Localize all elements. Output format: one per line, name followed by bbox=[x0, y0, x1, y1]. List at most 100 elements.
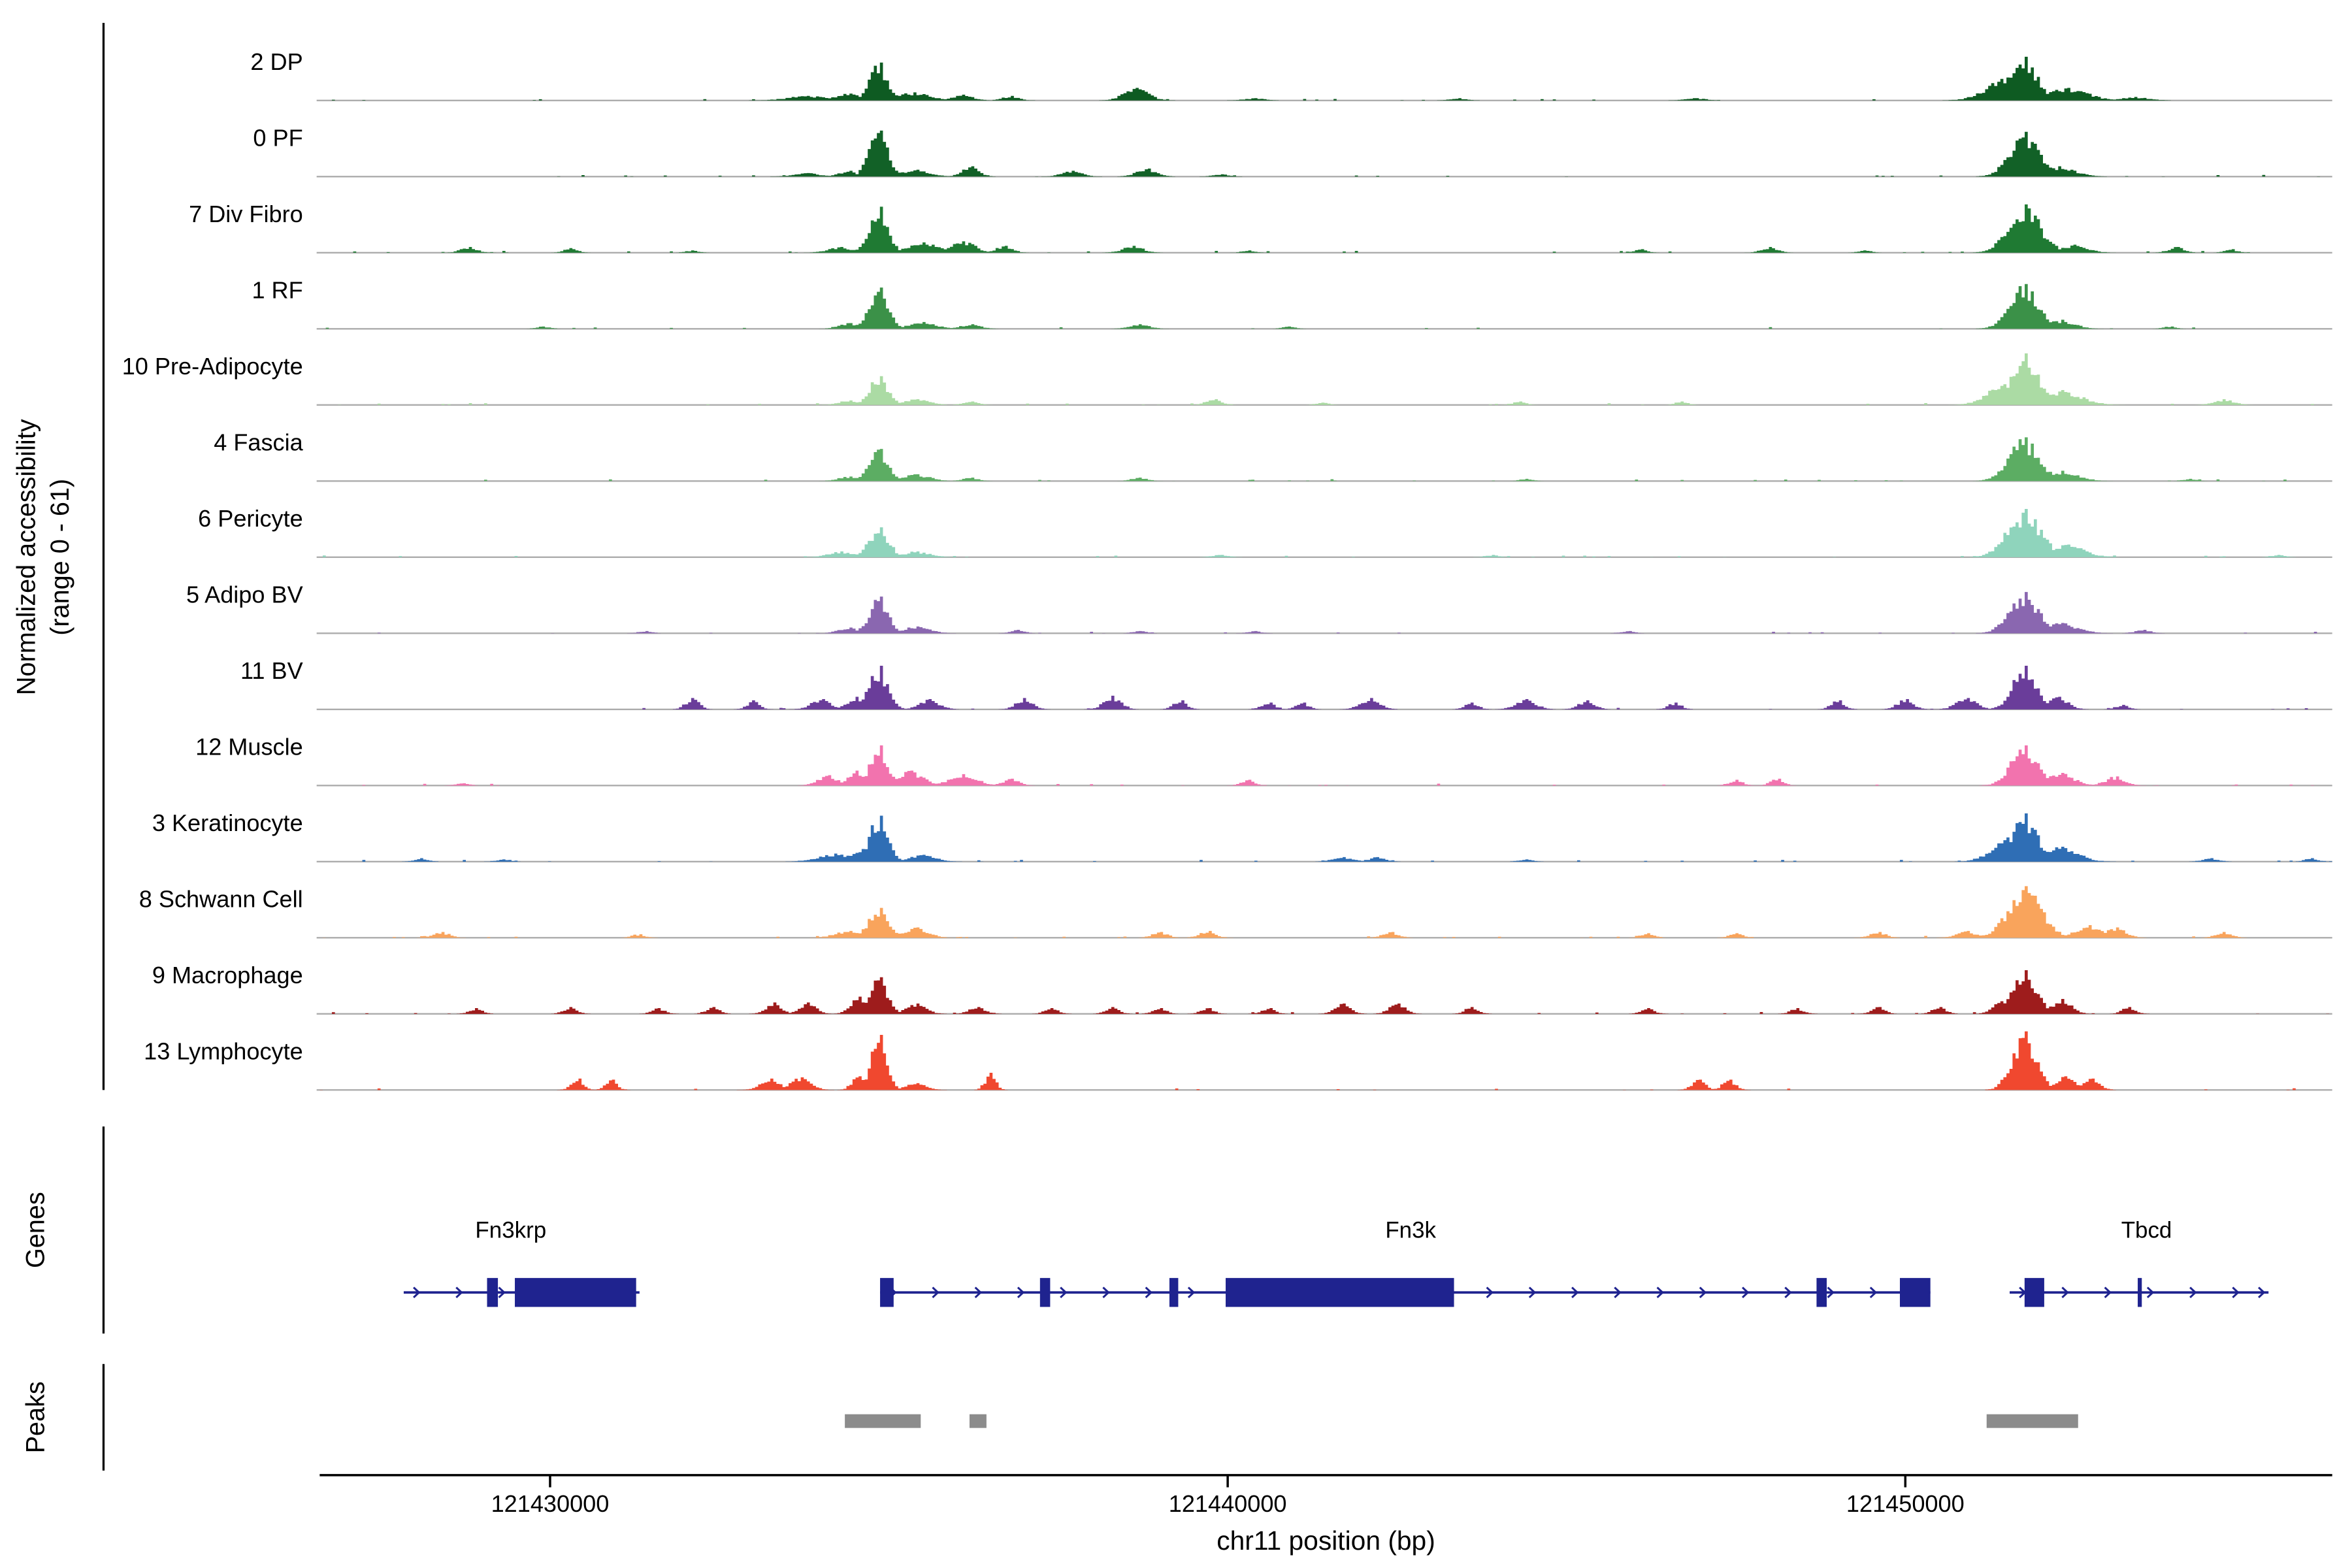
genes-layer: Fn3krp Fn3k Tbcd bbox=[403, 1217, 2269, 1307]
exon bbox=[487, 1278, 498, 1307]
signal-track: 11 BV bbox=[240, 657, 2332, 710]
signal-track: 10 Pre-Adipocyte bbox=[122, 353, 2332, 406]
track-label: 11 BV bbox=[240, 657, 303, 684]
exon bbox=[1226, 1278, 1454, 1307]
exon bbox=[1039, 1278, 1051, 1307]
signal-area bbox=[319, 813, 2332, 862]
signal-area bbox=[319, 665, 2332, 710]
x-tick-label: 121440000 bbox=[1169, 1490, 1287, 1517]
exon bbox=[880, 1278, 894, 1307]
x-tick-label: 121430000 bbox=[491, 1490, 610, 1517]
gene-fn3krp: Fn3krp bbox=[403, 1217, 640, 1307]
gene-label: Fn3krp bbox=[475, 1217, 546, 1243]
track-label: 7 Div Fibro bbox=[189, 201, 303, 227]
signal-area bbox=[319, 204, 2332, 253]
strand-arrow-icon bbox=[1060, 1286, 1068, 1299]
strand-arrow-icon bbox=[1614, 1286, 1622, 1299]
strand-arrow-icon bbox=[1699, 1286, 1707, 1299]
strand-arrow-icon bbox=[1102, 1286, 1110, 1299]
signal-area bbox=[319, 745, 2332, 786]
peaks-section-label: Peaks bbox=[22, 1381, 50, 1453]
track-label: 9 Macrophage bbox=[152, 962, 303, 988]
strand-arrow-icon bbox=[2061, 1286, 2069, 1299]
strand-arrow-icon bbox=[1187, 1286, 1196, 1299]
signal-track: 6 Pericyte bbox=[198, 505, 2332, 558]
track-label: 1 RF bbox=[252, 277, 302, 304]
gene-label: Tbcd bbox=[2121, 1217, 2172, 1243]
track-label: 10 Pre-Adipocyte bbox=[122, 353, 303, 380]
x-axis-layer: 121430000 121440000 121450000 bbox=[319, 1474, 2332, 1517]
signal-track: 4 Fascia bbox=[214, 429, 2332, 482]
strand-arrow-icon bbox=[1742, 1286, 1750, 1299]
exon bbox=[2024, 1278, 2044, 1307]
strand-arrow-icon bbox=[932, 1286, 939, 1299]
track-label: 13 Lymphocyte bbox=[144, 1038, 303, 1065]
gene-label: Fn3k bbox=[1385, 1217, 1436, 1243]
strand-arrow-icon bbox=[1145, 1286, 1153, 1299]
x-tick-label: 121450000 bbox=[1846, 1490, 1965, 1517]
strand-arrow-icon bbox=[455, 1286, 463, 1299]
signal-track: 13 Lymphocyte bbox=[144, 1031, 2332, 1091]
exon bbox=[1169, 1278, 1179, 1307]
exon bbox=[1899, 1278, 1931, 1307]
signal-area bbox=[319, 970, 2332, 1014]
tracks-layer: 2 DP 0 PF 7 Div Fibro 1 RF 10 Pre-Adipocyte 4… bbox=[122, 48, 2332, 1091]
peak-region bbox=[1986, 1414, 2078, 1428]
strand-arrow-icon bbox=[1869, 1286, 1878, 1299]
track-label: 0 PF bbox=[253, 125, 302, 152]
peak-region bbox=[969, 1414, 987, 1428]
x-axis-title: chr11 position (bp) bbox=[1217, 1526, 1435, 1556]
gene-tbcd: Tbcd bbox=[2010, 1217, 2269, 1307]
strand-arrow-icon bbox=[2104, 1286, 2112, 1299]
strand-arrow-icon bbox=[1784, 1286, 1792, 1299]
track-label: 2 DP bbox=[250, 48, 302, 75]
signal-track: 2 DP bbox=[250, 48, 2332, 101]
track-label: 8 Schwann Cell bbox=[139, 886, 303, 913]
signal-track: 12 Muscle bbox=[195, 734, 2332, 787]
strand-arrow-icon bbox=[1528, 1286, 1537, 1299]
track-label: 5 Adipo BV bbox=[186, 581, 303, 608]
signal-area bbox=[319, 592, 2332, 634]
exon bbox=[515, 1278, 636, 1307]
strand-arrow-icon bbox=[2232, 1286, 2240, 1299]
exon bbox=[1816, 1278, 1827, 1307]
signal-area bbox=[319, 353, 2332, 405]
signal-area bbox=[319, 130, 2332, 177]
genes-section-label: Genes bbox=[22, 1192, 50, 1268]
signal-track: 3 Keratinocyte bbox=[152, 809, 2332, 862]
peaks-layer bbox=[845, 1414, 2078, 1428]
signal-area bbox=[319, 284, 2332, 329]
peak-region bbox=[845, 1414, 921, 1428]
strand-arrow-icon bbox=[498, 1286, 506, 1299]
signal-area bbox=[319, 508, 2332, 557]
signal-track: 7 Div Fibro bbox=[189, 201, 2332, 253]
y-axis-range-label: (range 0 - 61) bbox=[46, 479, 74, 636]
track-label: 12 Muscle bbox=[195, 734, 303, 760]
strand-arrow-icon bbox=[974, 1286, 983, 1299]
strand-arrow-icon bbox=[2258, 1286, 2266, 1299]
signal-area bbox=[319, 1031, 2332, 1090]
signal-track: 8 Schwann Cell bbox=[139, 886, 2332, 939]
strand-arrow-icon bbox=[413, 1286, 421, 1299]
signal-track: 0 PF bbox=[253, 125, 2332, 178]
signal-track: 9 Macrophage bbox=[152, 962, 2332, 1015]
signal-track: 1 RF bbox=[252, 277, 2332, 330]
exon bbox=[2138, 1278, 2142, 1307]
signal-area bbox=[319, 886, 2332, 938]
strand-arrow-icon bbox=[1017, 1286, 1025, 1299]
signal-area bbox=[319, 437, 2332, 482]
y-axis-label: Normalized accessibility bbox=[12, 419, 41, 695]
gene-fn3k: Fn3k bbox=[880, 1217, 1931, 1307]
strand-arrow-icon bbox=[1827, 1286, 1835, 1299]
signal-track: 5 Adipo BV bbox=[186, 581, 2332, 634]
track-label: 6 Pericyte bbox=[198, 505, 303, 532]
strand-arrow-icon bbox=[2146, 1286, 2155, 1299]
strand-arrow-icon bbox=[1656, 1286, 1664, 1299]
strand-arrow-icon bbox=[1486, 1286, 1494, 1299]
track-label: 3 Keratinocyte bbox=[152, 809, 303, 836]
track-label: 4 Fascia bbox=[214, 429, 303, 456]
strand-arrow-icon bbox=[1571, 1286, 1579, 1299]
signal-area bbox=[319, 56, 2332, 101]
